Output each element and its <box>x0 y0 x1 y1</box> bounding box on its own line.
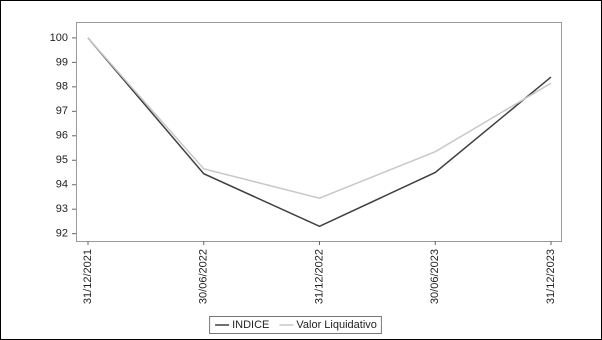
legend: INDICE Valor Liquidativo <box>209 316 382 334</box>
y-tick-label: 94 <box>56 179 68 191</box>
line-series <box>87 37 552 228</box>
x-tick-label: 31/12/2023 <box>545 249 557 304</box>
x-tick-label: 31/12/2021 <box>82 249 94 304</box>
legend-label: Valor Liquidativo <box>296 319 377 331</box>
legend-box <box>209 316 382 334</box>
y-tick-label: 93 <box>56 203 68 215</box>
y-tick-label: 98 <box>56 81 68 93</box>
x-tick-label: 30/06/2022 <box>198 249 210 304</box>
y-tick-label: 92 <box>56 228 68 240</box>
legend-label: INDICE <box>232 319 269 331</box>
line-series <box>87 37 552 199</box>
x-tick-label: 31/12/2022 <box>313 249 325 304</box>
y-tick-label: 95 <box>56 154 68 166</box>
y-tick-label: 96 <box>56 130 68 142</box>
x-tick-label: 30/06/2023 <box>429 249 441 304</box>
y-tick-label: 100 <box>50 32 68 44</box>
y-tick-label: 99 <box>56 56 68 68</box>
y-tick-label: 97 <box>56 105 68 117</box>
